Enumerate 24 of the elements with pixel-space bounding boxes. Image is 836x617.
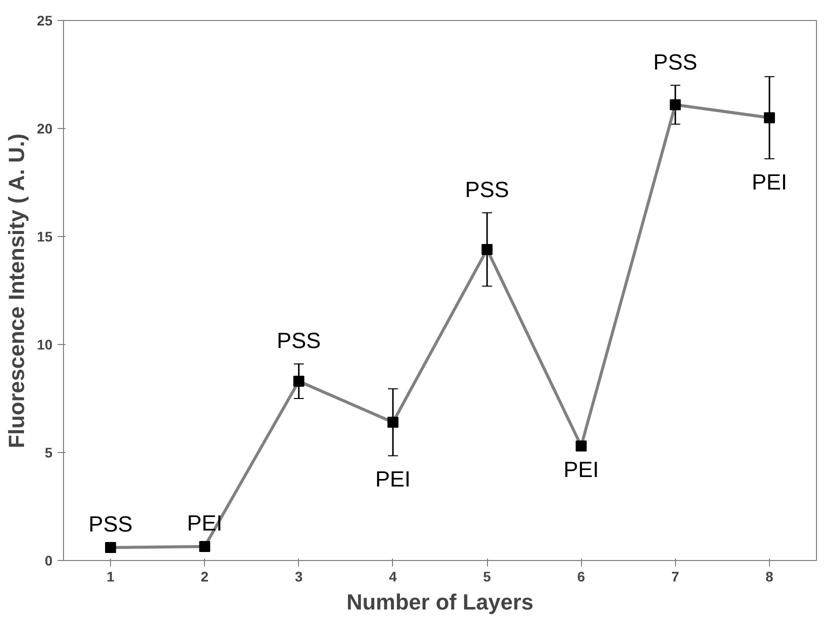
y-tick-label: 25 [36, 12, 53, 28]
x-tick-label: 1 [106, 568, 115, 584]
x-tick-label: 7 [671, 568, 680, 584]
y-tick-label: 15 [36, 228, 53, 244]
x-tick-label: 2 [200, 568, 209, 584]
annotation: PEI [186, 510, 222, 536]
y-tick-label: 10 [36, 336, 53, 352]
y-axis-title: Fluorescence Intensity ( A. U.) [4, 134, 29, 448]
x-tick-label: 3 [294, 568, 303, 584]
annotation: PSS [88, 512, 133, 537]
annotation: PSS [276, 328, 321, 354]
x-axis-title: Number of Layers [346, 590, 534, 614]
y-tick-label: 20 [36, 120, 53, 136]
annotation: PEI [563, 456, 599, 482]
y-tick-label: 0 [44, 552, 53, 568]
x-tick-label: 8 [766, 568, 774, 584]
annotation: PSS [465, 176, 510, 202]
x-tick-label: 5 [483, 568, 492, 584]
annotation: PSS [653, 50, 698, 74]
annotation: PEI [752, 170, 788, 195]
x-tick-label: 4 [389, 568, 398, 584]
annotation: PEI [375, 466, 411, 492]
y-tick-label: 5 [44, 444, 53, 460]
x-tick-label: 6 [577, 568, 586, 584]
